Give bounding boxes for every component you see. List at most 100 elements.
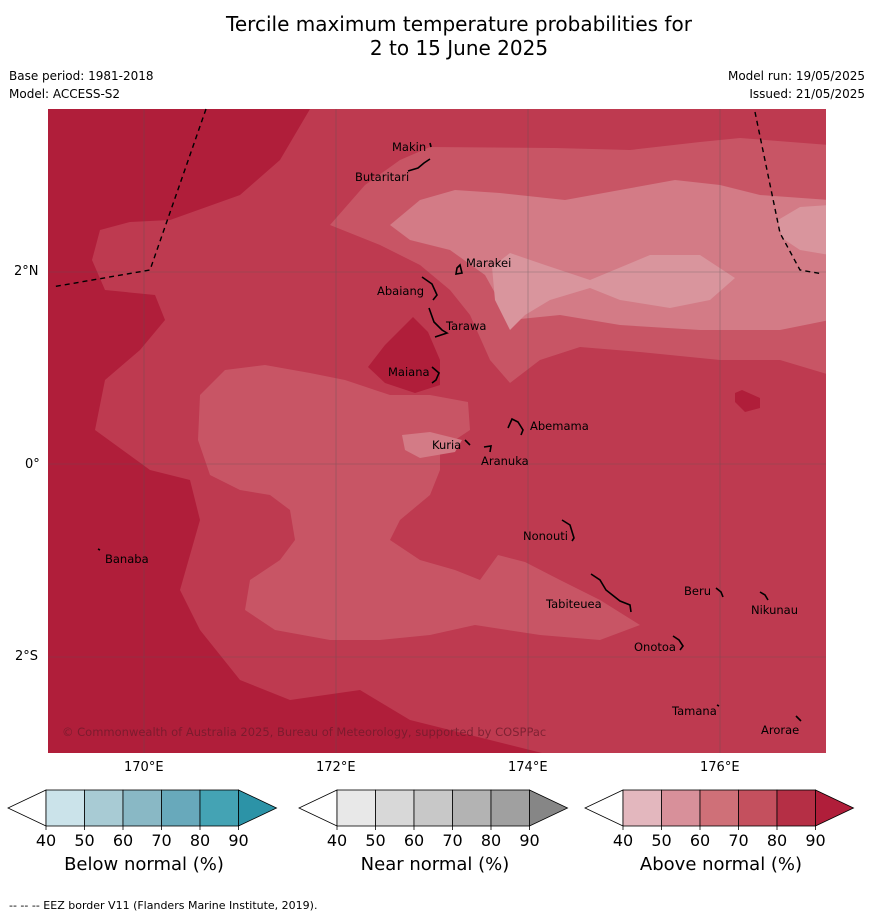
metadata-left: Base period: 1981-2018 Model: ACCESS-S2 [9, 67, 154, 103]
colorbar-tick-label: 70 [728, 831, 748, 850]
islands [97, 142, 802, 722]
eez-borders [51, 108, 824, 288]
place-labels: Makin Butaritari Marakei Abaiang Tarawa … [105, 140, 799, 737]
island-tamana [716, 704, 720, 707]
label-arorae: Arorae [761, 723, 799, 737]
island-beru [715, 587, 724, 598]
fill-above-80-island [368, 317, 440, 393]
colorbar-swatch-over [238, 789, 278, 827]
colorbar-tick-label: 60 [404, 831, 424, 850]
colorbar-swatch-under [7, 789, 47, 827]
colorbar-tick-label: 40 [327, 831, 347, 850]
lon-label-170e: 170°E [124, 760, 164, 775]
colorbar-swatch-over [529, 789, 569, 827]
island-kuria [464, 439, 471, 446]
label-aranuka: Aranuka [481, 454, 529, 468]
eez-border-west [51, 108, 207, 288]
colorbar-swatch-over [815, 789, 855, 827]
fill-above-40-50-east [778, 205, 826, 255]
colorbar-tick-label: 70 [442, 831, 462, 850]
colorbar-tick-label: 70 [151, 831, 171, 850]
label-banaba: Banaba [105, 552, 149, 566]
graticule [48, 109, 826, 753]
colorbars: 40 50 60 70 80 90 40 50 60 70 80 90 40 50 60 70 80 90 [7, 789, 855, 850]
colorbar-swatch-4 [161, 789, 201, 827]
colorbar-title-below: Below normal (%) [64, 854, 224, 875]
colorbar-swatch-4 [452, 789, 492, 827]
fill-above-80-patch [735, 390, 760, 412]
colorbar-swatch-5 [199, 789, 239, 827]
issued-text: Issued: 21/05/2025 [749, 87, 865, 101]
colorbar-swatch-under [298, 789, 338, 827]
eez-footer-note: -- -- -- EEZ border V11 (Flanders Marine… [9, 899, 318, 912]
colorbar-swatch-4 [738, 789, 778, 827]
colorbar-swatch-2 [84, 789, 124, 827]
map-title: Tercile maximum temperature probabilitie… [0, 12, 873, 60]
colorbar-tick-label: 40 [613, 831, 633, 850]
colorbar-swatch-under [584, 789, 624, 827]
colorbar-tick-label: 60 [113, 831, 133, 850]
island-nonouti [561, 519, 575, 542]
colorbar-tick-label: 90 [519, 831, 539, 850]
label-abemama: Abemama [530, 419, 589, 433]
island-butaritari [407, 158, 431, 172]
colorbar-swatch-3 [122, 789, 162, 827]
colorbar-tick-label: 40 [36, 831, 56, 850]
colorbar-tick-label: 90 [228, 831, 248, 850]
colorbar-tick-label: 60 [690, 831, 710, 850]
island-nikunau [759, 591, 769, 601]
island-abemama [507, 417, 524, 436]
title-line-2: 2 to 15 June 2025 [369, 36, 549, 60]
colorbar-swatch-5 [490, 789, 530, 827]
island-makin [429, 142, 432, 148]
label-onotoa: Onotoa [634, 640, 676, 654]
lon-label-172e: 172°E [316, 760, 356, 775]
colorbar-tick-label: 80 [481, 831, 501, 850]
colorbar-below: 40 50 60 70 80 90 [7, 789, 278, 850]
title-line-1: Tercile maximum temperature probabilitie… [226, 12, 692, 36]
fill-above-50-60-west [402, 432, 462, 458]
colorbar-tick-label: 50 [365, 831, 385, 850]
label-tabiteuea: Tabiteuea [545, 597, 602, 611]
lon-label-176e: 176°E [700, 760, 740, 775]
lat-label-2s: 2°S [15, 649, 39, 664]
colorbar-tick-label: 50 [651, 831, 671, 850]
model-run-text: Model run: 19/05/2025 [727, 69, 865, 83]
island-marakei [455, 263, 463, 275]
island-abaiang [421, 276, 438, 301]
lon-label-174e: 174°E [508, 760, 548, 775]
colorbar-above: 40 50 60 70 80 90 [584, 789, 855, 850]
label-abaiang: Abaiang [377, 284, 424, 298]
label-butaritari: Butaritari [355, 170, 409, 184]
colorbar-title-above: Above normal (%) [639, 854, 803, 875]
colorbar-swatch-3 [413, 789, 453, 827]
label-nonouti: Nonouti [523, 529, 568, 543]
model-text: Model: ACCESS-S2 [9, 87, 121, 101]
island-maiana [431, 366, 440, 384]
colorbar-swatch-1 [622, 789, 662, 827]
label-maiana: Maiana [388, 365, 430, 379]
island-tarawa [428, 307, 449, 338]
label-makin: Makin [392, 140, 426, 154]
label-beru: Beru [684, 584, 711, 598]
colorbar-title-near: Near normal (%) [360, 854, 510, 875]
island-arorae [795, 715, 802, 722]
label-kuria: Kuria [432, 438, 461, 452]
colorbar-tick-label: 80 [190, 831, 210, 850]
lat-label-2n: 2°N [14, 264, 39, 279]
fill-above-60-70 [198, 365, 640, 640]
eez-border-east [754, 111, 824, 275]
colorbar-tick-label: 90 [805, 831, 825, 850]
island-onotoa [672, 635, 684, 651]
colorbar-swatch-1 [45, 789, 85, 827]
base-period-text: Base period: 1981-2018 [9, 69, 154, 83]
colorbar-swatch-5 [776, 789, 816, 827]
colorbar-swatch-2 [661, 789, 701, 827]
label-marakei: Marakei [466, 256, 511, 270]
colorbar-tick-label: 80 [767, 831, 787, 850]
label-nikunau: Nikunau [751, 603, 798, 617]
label-tarawa: Tarawa [445, 319, 486, 333]
colorbar-tick-label: 50 [74, 831, 94, 850]
probability-fill [48, 109, 826, 753]
